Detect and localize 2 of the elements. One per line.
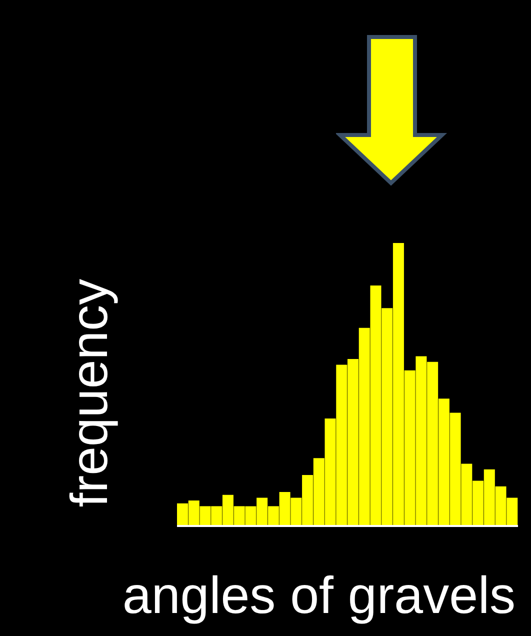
x-axis-title: angles of gravels bbox=[122, 567, 516, 625]
y-axis-title: frequency bbox=[61, 278, 119, 508]
